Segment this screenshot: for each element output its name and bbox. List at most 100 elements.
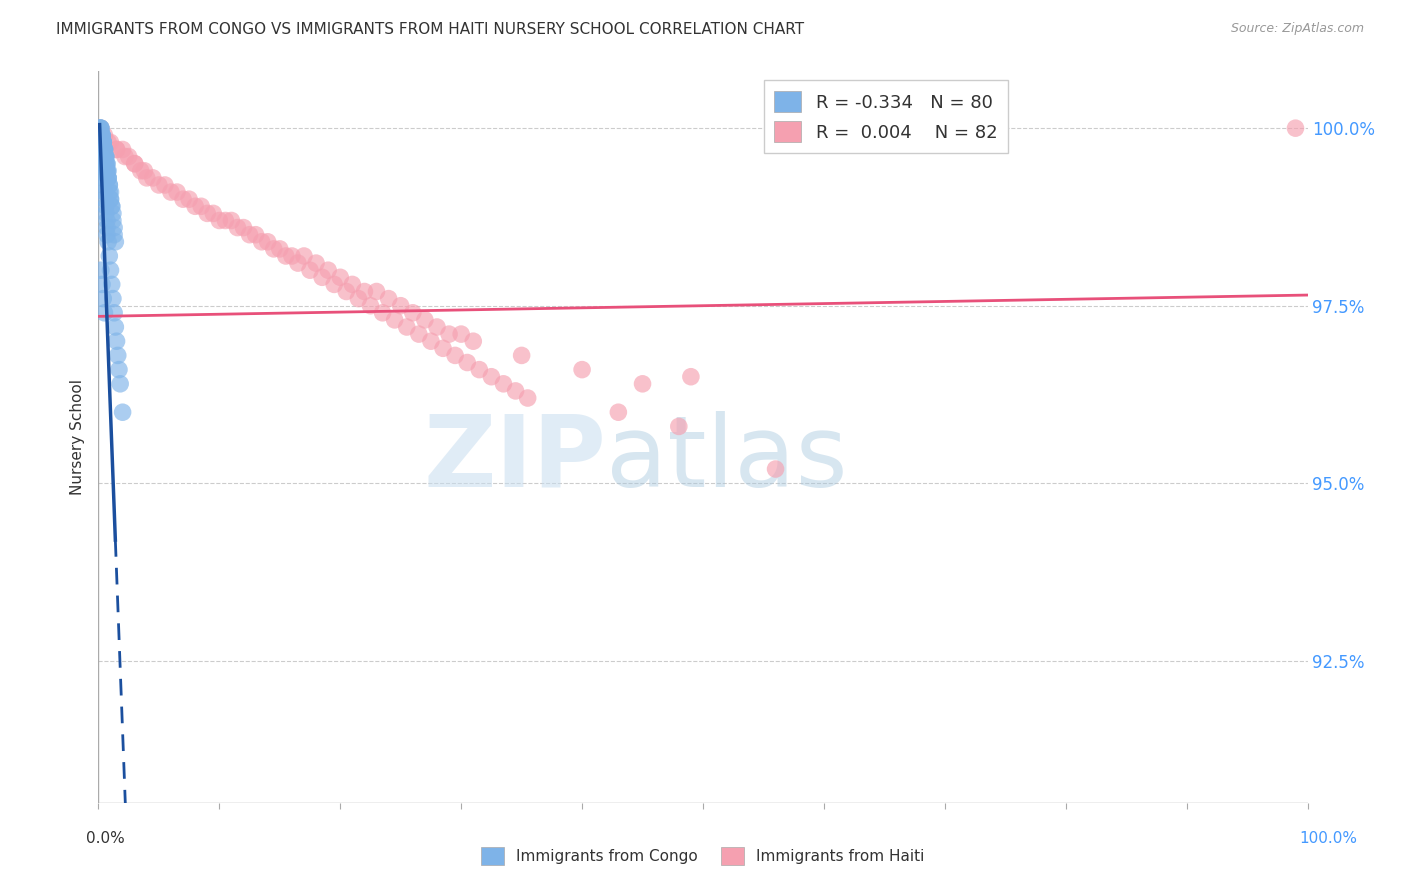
- Point: [377, 292, 399, 306]
- Point: [160, 185, 183, 199]
- Point: [97, 235, 120, 249]
- Point: [90, 143, 112, 157]
- Point: [93, 128, 115, 143]
- Point: [91, 128, 114, 143]
- Point: [100, 263, 122, 277]
- Point: [105, 334, 128, 349]
- Point: [107, 348, 129, 362]
- Point: [93, 143, 115, 157]
- Point: [91, 136, 114, 150]
- Point: [679, 369, 702, 384]
- Legend: R = -0.334   N = 80, R =  0.004    N = 82: R = -0.334 N = 80, R = 0.004 N = 82: [763, 80, 1008, 153]
- Point: [1284, 121, 1306, 136]
- Point: [90, 128, 112, 143]
- Point: [103, 306, 125, 320]
- Point: [153, 178, 176, 192]
- Point: [142, 170, 165, 185]
- Point: [96, 220, 118, 235]
- Point: [111, 405, 134, 419]
- Point: [124, 156, 146, 170]
- Point: [93, 143, 115, 157]
- Point: [371, 306, 394, 320]
- Point: [91, 128, 114, 143]
- Point: [91, 170, 114, 185]
- Point: [631, 376, 654, 391]
- Point: [432, 341, 454, 355]
- Point: [481, 369, 503, 384]
- Point: [105, 143, 128, 157]
- Point: [91, 163, 114, 178]
- Text: IMMIGRANTS FROM CONGO VS IMMIGRANTS FROM HAITI NURSERY SCHOOL CORRELATION CHART: IMMIGRANTS FROM CONGO VS IMMIGRANTS FROM…: [56, 22, 804, 37]
- Point: [221, 213, 243, 227]
- Text: Source: ZipAtlas.com: Source: ZipAtlas.com: [1230, 22, 1364, 36]
- Point: [287, 256, 309, 270]
- Point: [93, 150, 115, 164]
- Point: [90, 121, 112, 136]
- Point: [90, 121, 112, 136]
- Point: [104, 320, 127, 334]
- Point: [256, 235, 278, 249]
- Text: 0.0%: 0.0%: [86, 831, 125, 846]
- Point: [108, 376, 131, 391]
- Point: [89, 136, 111, 150]
- Point: [245, 227, 267, 242]
- Point: [108, 362, 131, 376]
- Point: [90, 121, 112, 136]
- Point: [89, 121, 111, 136]
- Point: [292, 249, 315, 263]
- Point: [91, 178, 114, 192]
- Point: [505, 384, 527, 398]
- Text: ZIP: ZIP: [423, 410, 606, 508]
- Point: [94, 206, 117, 220]
- Point: [91, 292, 114, 306]
- Point: [97, 170, 120, 185]
- Point: [96, 156, 118, 170]
- Point: [342, 277, 364, 292]
- Point: [94, 156, 117, 170]
- Point: [179, 192, 201, 206]
- Point: [111, 143, 134, 157]
- Point: [118, 150, 141, 164]
- Point: [94, 199, 117, 213]
- Point: [384, 313, 406, 327]
- Point: [468, 362, 491, 376]
- Point: [184, 199, 207, 213]
- Point: [148, 178, 170, 192]
- Point: [172, 192, 194, 206]
- Point: [91, 136, 114, 150]
- Point: [94, 150, 117, 164]
- Point: [426, 320, 449, 334]
- Point: [134, 163, 156, 178]
- Point: [281, 249, 304, 263]
- Point: [190, 199, 212, 213]
- Point: [214, 213, 236, 227]
- Point: [101, 206, 124, 220]
- Text: 100.0%: 100.0%: [1299, 831, 1358, 846]
- Point: [93, 143, 115, 157]
- Point: [100, 136, 122, 150]
- Point: [299, 263, 322, 277]
- Point: [347, 292, 370, 306]
- Point: [366, 285, 388, 299]
- Point: [456, 355, 478, 369]
- Point: [91, 277, 114, 292]
- Point: [98, 249, 121, 263]
- Point: [100, 192, 122, 206]
- Point: [100, 199, 122, 213]
- Point: [91, 136, 114, 150]
- Point: [413, 313, 436, 327]
- Point: [395, 320, 418, 334]
- Point: [97, 170, 120, 185]
- Point: [263, 242, 285, 256]
- Point: [91, 143, 114, 157]
- Point: [96, 163, 118, 178]
- Y-axis label: Nursery School: Nursery School: [70, 379, 86, 495]
- Point: [100, 199, 122, 213]
- Point: [114, 150, 136, 164]
- Point: [100, 277, 122, 292]
- Point: [93, 143, 115, 157]
- Point: [91, 136, 114, 150]
- Point: [96, 163, 118, 178]
- Point: [335, 285, 357, 299]
- Point: [607, 405, 630, 419]
